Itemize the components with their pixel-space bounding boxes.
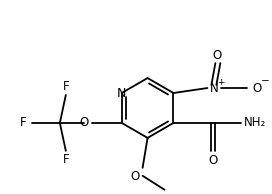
Text: N: N xyxy=(209,81,218,94)
Text: +: + xyxy=(217,78,225,87)
Text: O: O xyxy=(130,170,140,183)
Text: F: F xyxy=(63,80,69,93)
Text: −: − xyxy=(261,76,270,86)
Text: N: N xyxy=(117,87,126,100)
Text: O: O xyxy=(79,116,89,129)
Text: O: O xyxy=(252,81,261,94)
Text: O: O xyxy=(213,49,222,62)
Text: F: F xyxy=(63,153,69,166)
Text: F: F xyxy=(20,116,27,129)
Text: NH₂: NH₂ xyxy=(244,116,267,129)
Text: O: O xyxy=(209,154,218,167)
